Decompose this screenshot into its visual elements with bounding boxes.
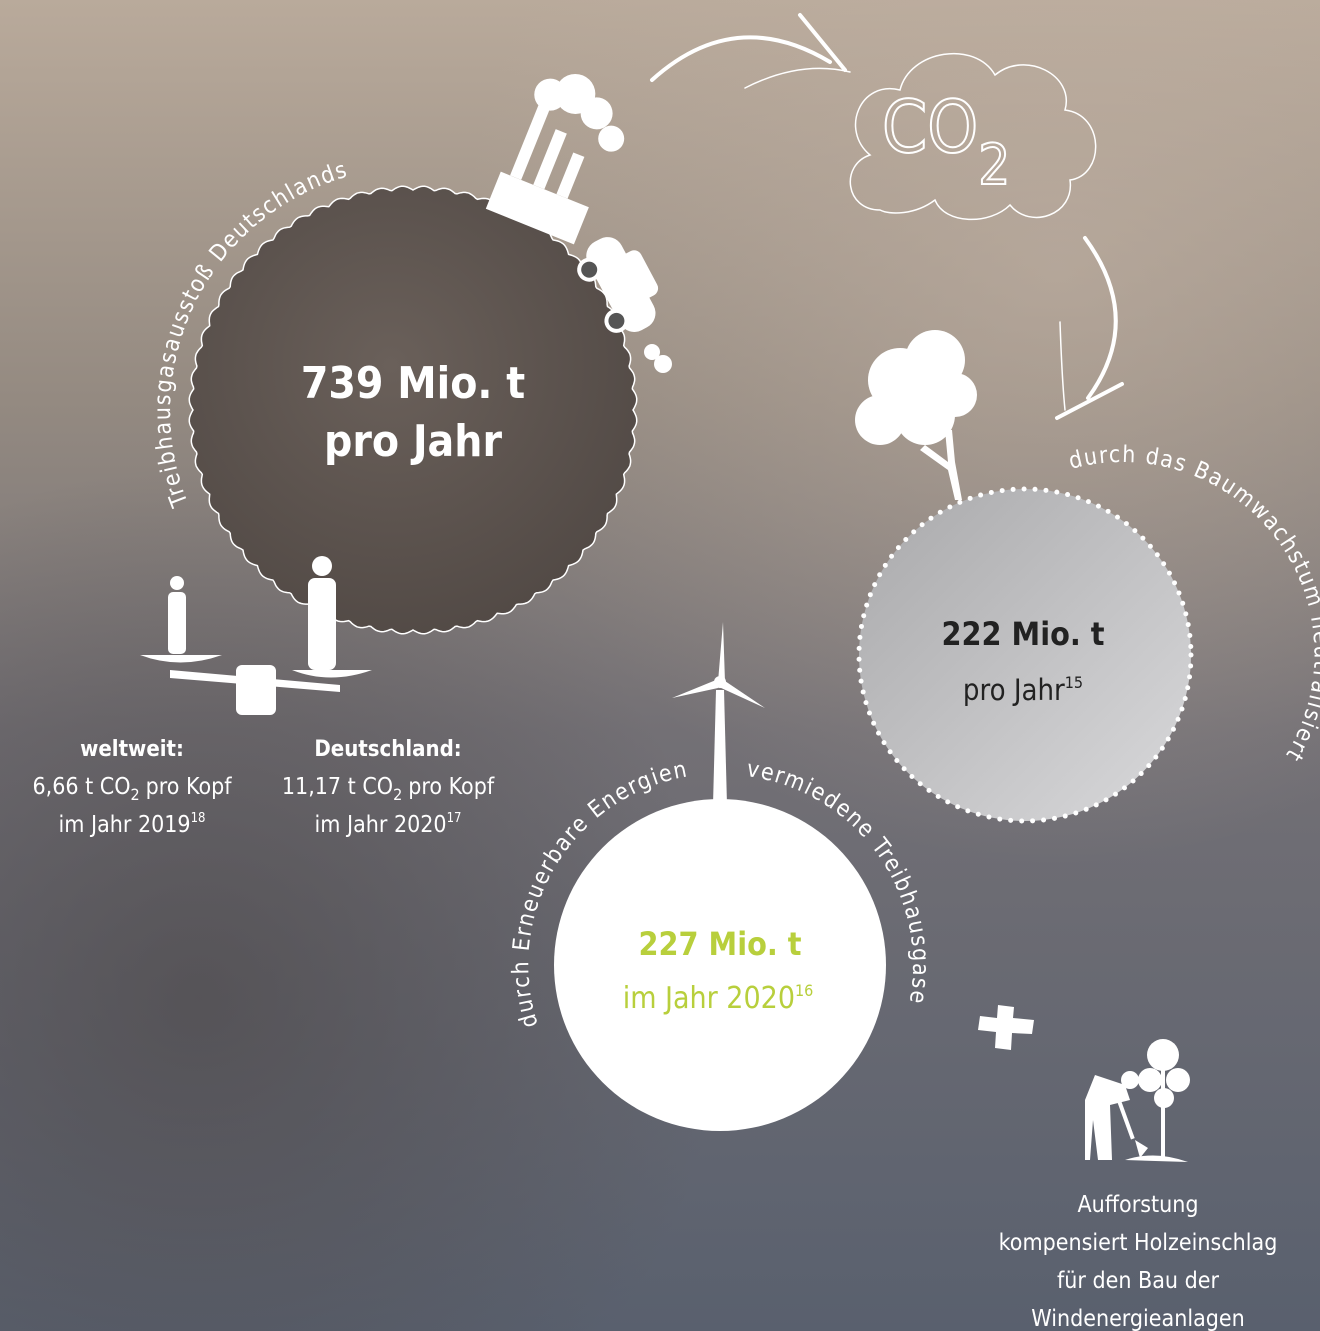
soil xyxy=(1125,1155,1188,1162)
chimney xyxy=(510,101,552,180)
car-body xyxy=(586,237,656,332)
per-capita-right: Deutschland: 11,17 t CO2 pro Kopf im Jahr… xyxy=(282,737,495,838)
car-roof xyxy=(620,250,659,300)
region-label: weltweit: xyxy=(80,737,184,762)
scale-pan xyxy=(140,655,222,663)
footnote: 16 xyxy=(795,981,813,1000)
smoke xyxy=(580,97,613,130)
main-unit: pro Jahr xyxy=(324,416,502,467)
afforestation-line: Windenergieanlagen xyxy=(1031,1306,1245,1331)
gardener-head xyxy=(1121,1071,1139,1089)
arrow-head xyxy=(1055,382,1124,420)
sapling-crown xyxy=(1138,1068,1162,1092)
cloud-text: CO xyxy=(882,85,978,169)
figure-head xyxy=(312,556,332,576)
per-capita-left: weltweit: 6,66 t CO2 pro Kopf im Jahr 201… xyxy=(32,737,232,838)
scale-pan xyxy=(292,670,372,678)
plus-sign xyxy=(978,1005,1034,1050)
amount: 11,17 t CO xyxy=(282,774,393,800)
trees-unit: pro Jahr xyxy=(963,673,1065,707)
afforestation-line: kompensiert Holzeinschlag xyxy=(999,1230,1278,1256)
footnote: 18 xyxy=(191,811,206,826)
trees-value: 222 Mio. t xyxy=(941,615,1104,653)
year: im Jahr 2019 xyxy=(59,812,191,838)
region-label: Deutschland: xyxy=(314,737,461,762)
spade-blade xyxy=(1135,1140,1148,1158)
renewables-circle xyxy=(554,799,886,1131)
tree-crown xyxy=(933,373,977,417)
wheel xyxy=(577,257,602,282)
smoke xyxy=(598,125,625,152)
turbine-blade xyxy=(718,622,725,682)
figure-body xyxy=(308,578,336,670)
scale-beam xyxy=(170,670,340,692)
smoke xyxy=(654,355,672,373)
main-value: 739 Mio. t xyxy=(301,358,525,409)
trees-unit-line: pro Jahr15 xyxy=(963,673,1083,707)
sapling-stem xyxy=(1161,1070,1165,1160)
cycle-arrows xyxy=(650,13,1124,420)
tree-crown xyxy=(855,395,905,445)
smoke xyxy=(644,344,660,360)
co2-cloud xyxy=(849,52,1097,221)
sapling-crown xyxy=(1147,1039,1179,1071)
turbine-blade xyxy=(672,680,718,698)
sapling-crown xyxy=(1154,1088,1174,1108)
amount: 6,66 t CO xyxy=(32,774,130,800)
car-icon xyxy=(577,237,659,333)
factory-base xyxy=(485,171,589,245)
cloud-subscript: 2 xyxy=(978,133,1010,198)
arrow-head xyxy=(798,13,847,72)
afforestation-line: Aufforstung xyxy=(1078,1192,1199,1218)
cloud-label: CO2 xyxy=(882,85,1010,198)
figure-head xyxy=(170,576,184,590)
sapling-crown xyxy=(1166,1068,1190,1092)
tree-trunk xyxy=(920,430,962,500)
arrow xyxy=(1083,236,1118,400)
figure-body xyxy=(168,592,186,654)
renewables-unit-line: im Jahr 202016 xyxy=(623,981,814,1016)
unit: pro Kopf xyxy=(146,774,233,800)
arrow-tail xyxy=(1059,321,1066,411)
chimney xyxy=(556,152,585,199)
tree-icon xyxy=(855,330,977,500)
amount-line: 11,17 t CO2 pro Kopf xyxy=(282,774,495,804)
scale-base xyxy=(236,665,276,715)
trees-circle xyxy=(856,486,1194,824)
footnote: 15 xyxy=(1065,673,1083,692)
gardener-icon xyxy=(1085,1039,1190,1162)
gardener-body xyxy=(1085,1075,1130,1160)
afforestation-text: Aufforstung kompensiert Holzeinschlag fü… xyxy=(999,1192,1278,1331)
wind-turbine-icon xyxy=(672,622,765,805)
renewables-value: 227 Mio. t xyxy=(638,925,801,963)
renewables-unit: im Jahr 2020 xyxy=(623,981,795,1016)
chimney xyxy=(533,129,567,190)
year-line: im Jahr 201918 xyxy=(59,811,206,838)
scale-icon xyxy=(140,556,372,715)
turbine-tower xyxy=(713,690,727,805)
turbine-blade xyxy=(719,679,765,708)
exhaust xyxy=(644,344,672,373)
amount-line: 6,66 t CO2 pro Kopf xyxy=(32,774,232,804)
subscript: 2 xyxy=(131,785,140,804)
arrow-tail xyxy=(744,67,851,89)
year: im Jahr 2020 xyxy=(315,812,447,838)
wheel xyxy=(604,308,629,333)
subscript: 2 xyxy=(393,785,402,804)
arrow xyxy=(650,35,832,82)
factory-icon xyxy=(485,73,625,245)
unit: pro Kopf xyxy=(408,774,495,800)
footnote: 17 xyxy=(447,811,462,826)
afforestation-line: für den Bau der xyxy=(1057,1268,1219,1294)
year-line: im Jahr 202017 xyxy=(315,811,462,838)
spade xyxy=(1117,1100,1135,1140)
